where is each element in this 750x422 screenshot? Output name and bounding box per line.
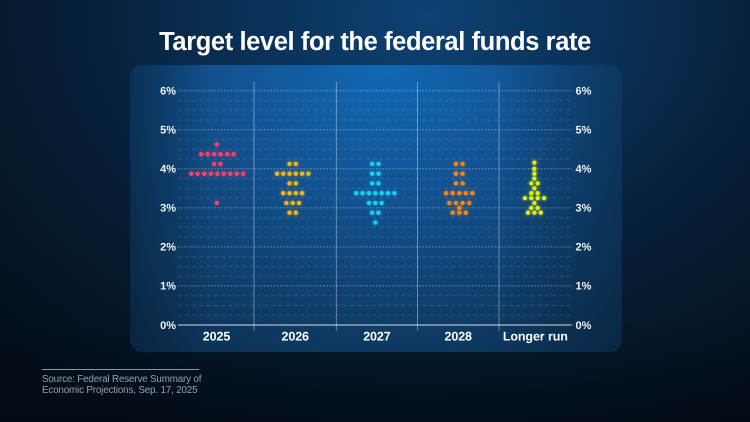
svg-text:2027: 2027 bbox=[363, 330, 391, 344]
svg-text:3%: 3% bbox=[576, 203, 592, 215]
svg-text:2%: 2% bbox=[576, 242, 592, 254]
svg-text:6%: 6% bbox=[160, 86, 176, 98]
svg-text:1%: 1% bbox=[160, 281, 176, 293]
svg-text:2026: 2026 bbox=[281, 330, 309, 344]
svg-text:3%: 3% bbox=[160, 203, 176, 215]
svg-text:1%: 1% bbox=[576, 281, 592, 293]
svg-text:4%: 4% bbox=[576, 164, 592, 176]
svg-text:5%: 5% bbox=[160, 125, 176, 137]
svg-text:Longer run: Longer run bbox=[503, 330, 568, 344]
svg-text:2025: 2025 bbox=[203, 330, 231, 344]
svg-text:0%: 0% bbox=[160, 320, 176, 332]
svg-text:2028: 2028 bbox=[444, 330, 472, 344]
svg-text:0%: 0% bbox=[576, 320, 592, 332]
svg-text:5%: 5% bbox=[576, 125, 592, 137]
svg-text:2%: 2% bbox=[160, 242, 176, 254]
svg-text:6%: 6% bbox=[576, 86, 592, 98]
svg-text:4%: 4% bbox=[160, 164, 176, 176]
